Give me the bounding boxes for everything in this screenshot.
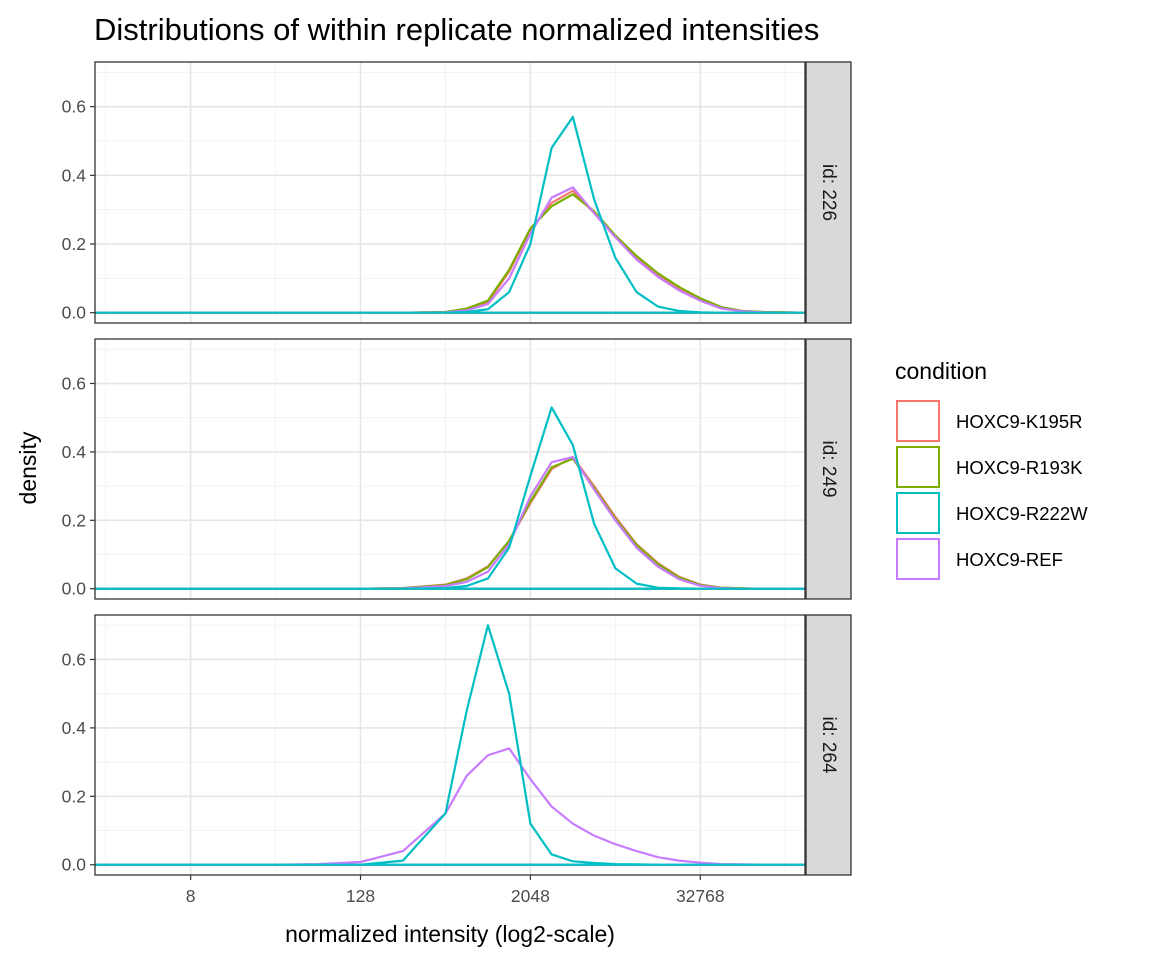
x-axis: 8 128 2048 32768	[186, 875, 725, 906]
legend-title: condition	[895, 358, 987, 384]
x-tick-label: 8	[186, 886, 196, 906]
panel-background	[95, 339, 805, 599]
y-tick-label: 0.2	[62, 510, 86, 530]
x-tick-label: 32768	[676, 886, 725, 906]
legend-label: HOXC9-R222W	[956, 503, 1088, 524]
y-tick-label: 0.4	[62, 165, 87, 185]
facet-strip-label: id: 226	[818, 164, 839, 221]
chart-title: Distributions of within replicate normal…	[94, 12, 819, 47]
facet-strip	[805, 61, 852, 324]
panel-background	[95, 615, 805, 875]
y-tick-label: 0.2	[62, 786, 86, 806]
panel-background	[95, 62, 805, 323]
y-tick-label: 0.0	[62, 855, 87, 875]
panel-border	[94, 61, 806, 324]
facet-strip	[805, 338, 852, 600]
legend-key	[896, 538, 940, 580]
legend-label: HOXC9-K195R	[956, 411, 1082, 432]
legend-key	[896, 400, 940, 442]
y-tick-label: 0.6	[62, 649, 86, 669]
y-tick-label: 0.2	[62, 234, 86, 254]
y-tick-label: 0.0	[62, 303, 87, 323]
x-tick-label: 2048	[511, 886, 550, 906]
facet-strip	[805, 614, 852, 876]
x-tick-label: 128	[346, 886, 375, 906]
facet-panel-3: id: 264 0.0 0.2 0.4 0.6	[62, 614, 852, 876]
legend-key	[896, 446, 940, 488]
panel-border	[94, 338, 806, 600]
density-line-hoxc9-r222w	[95, 115, 807, 314]
facet-panel-1: id: 226 0.0 0.2 0.4 0.6	[62, 61, 852, 324]
legend: condition HOXC9-K195R HOXC9-R193K HOXC9-R2…	[895, 358, 1088, 580]
facet-strip-label: id: 249	[818, 440, 839, 497]
legend-key	[896, 492, 940, 534]
x-axis-title: normalized intensity (log2-scale)	[285, 921, 615, 947]
y-tick-label: 0.0	[62, 579, 87, 599]
panel-border	[94, 614, 806, 876]
legend-label: HOXC9-REF	[956, 549, 1063, 570]
y-tick-label: 0.4	[62, 442, 87, 462]
facet-panel-2: id: 249 0.0 0.2 0.4 0.6	[62, 338, 852, 600]
density-line-hoxc9-r222w	[95, 406, 807, 590]
density-line-hoxc9-r222w	[95, 624, 807, 866]
y-axis-title: density	[15, 431, 41, 504]
y-tick-label: 0.6	[62, 373, 86, 393]
y-tick-label: 0.4	[62, 718, 87, 738]
facet-strip-label: id: 264	[818, 716, 839, 773]
y-tick-label: 0.6	[62, 97, 86, 117]
legend-label: HOXC9-R193K	[956, 457, 1083, 478]
